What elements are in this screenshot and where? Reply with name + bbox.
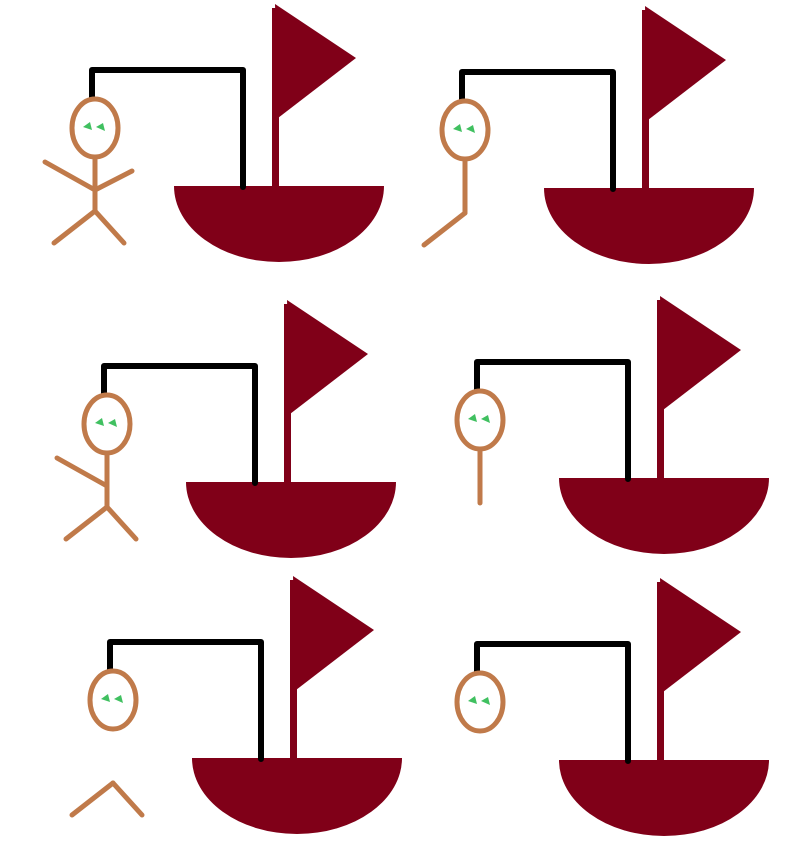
- boat-hull: [559, 478, 769, 554]
- scene-4: [425, 292, 785, 577]
- boat-hull: [559, 760, 769, 836]
- boat-mast: [290, 580, 297, 762]
- flag-icon: [287, 300, 368, 414]
- figure-right-leg: [110, 780, 145, 818]
- left-eye-icon: [468, 414, 477, 422]
- gallows: [89, 67, 246, 190]
- left-eye-icon: [83, 122, 92, 130]
- left-eye-icon: [453, 124, 462, 132]
- figure-eyes: [101, 694, 123, 703]
- scene-6: [425, 574, 785, 859]
- figure-eyes: [453, 124, 475, 133]
- boat-hull: [174, 186, 384, 262]
- right-eye-icon: [466, 125, 475, 133]
- gallows: [474, 641, 631, 764]
- flag-icon: [645, 6, 726, 120]
- stick-figure: [454, 670, 506, 734]
- figure-eyes: [95, 418, 117, 427]
- boat-mast: [657, 300, 664, 482]
- figure-head: [454, 388, 506, 452]
- gallows: [107, 639, 264, 762]
- figure-head: [81, 392, 133, 456]
- left-eye-icon: [95, 418, 104, 426]
- right-eye-icon: [108, 419, 117, 427]
- stick-figure: [454, 388, 506, 506]
- scene-1: [40, 0, 400, 285]
- figure-right-leg: [104, 504, 139, 542]
- figure-left-leg: [421, 210, 468, 248]
- figure-head: [69, 96, 121, 160]
- right-eye-icon: [481, 415, 490, 423]
- figure-left-arm: [42, 159, 98, 193]
- boat-mast: [284, 304, 291, 486]
- boat-mast: [657, 582, 664, 764]
- figure-head: [87, 668, 139, 732]
- flag-icon: [293, 576, 374, 690]
- boat-mast: [642, 10, 649, 192]
- boat-hull: [186, 482, 396, 558]
- stick-figure: [421, 98, 491, 248]
- stick-figure: [69, 668, 145, 818]
- figure-eyes: [83, 122, 105, 131]
- scene-2: [410, 2, 770, 287]
- gallows: [101, 363, 258, 486]
- flag-icon: [660, 578, 741, 692]
- boat-hull: [544, 188, 754, 264]
- figure-eyes: [468, 414, 490, 423]
- scene-5-drawing: [69, 576, 402, 834]
- right-eye-icon: [96, 123, 105, 131]
- figure-left-arm: [54, 455, 110, 489]
- scene-4-drawing: [454, 296, 769, 554]
- figure-right-arm: [92, 168, 135, 193]
- figure-eyes: [468, 696, 490, 705]
- flag-icon: [660, 296, 741, 410]
- gallows: [459, 69, 616, 192]
- scene-2-drawing: [421, 6, 754, 264]
- left-eye-icon: [101, 694, 110, 702]
- right-eye-icon: [114, 695, 123, 703]
- figure-left-leg: [69, 780, 116, 818]
- boat-mast: [272, 8, 279, 190]
- figure-head: [439, 98, 491, 162]
- figure-left-leg: [51, 208, 98, 246]
- scene-3-drawing: [54, 300, 396, 558]
- right-eye-icon: [481, 697, 490, 705]
- figure-left-leg: [63, 504, 110, 542]
- boat-hull: [192, 758, 402, 834]
- left-eye-icon: [468, 696, 477, 704]
- scene-1-drawing: [42, 4, 384, 262]
- figure-head: [454, 670, 506, 734]
- scene-5: [58, 572, 418, 857]
- stick-figure: [42, 96, 135, 246]
- figure-right-leg: [92, 208, 127, 246]
- scene-3: [52, 296, 412, 581]
- flag-icon: [275, 4, 356, 118]
- gallows: [474, 359, 631, 482]
- scene-6-drawing: [454, 578, 769, 836]
- stick-figure: [54, 392, 139, 542]
